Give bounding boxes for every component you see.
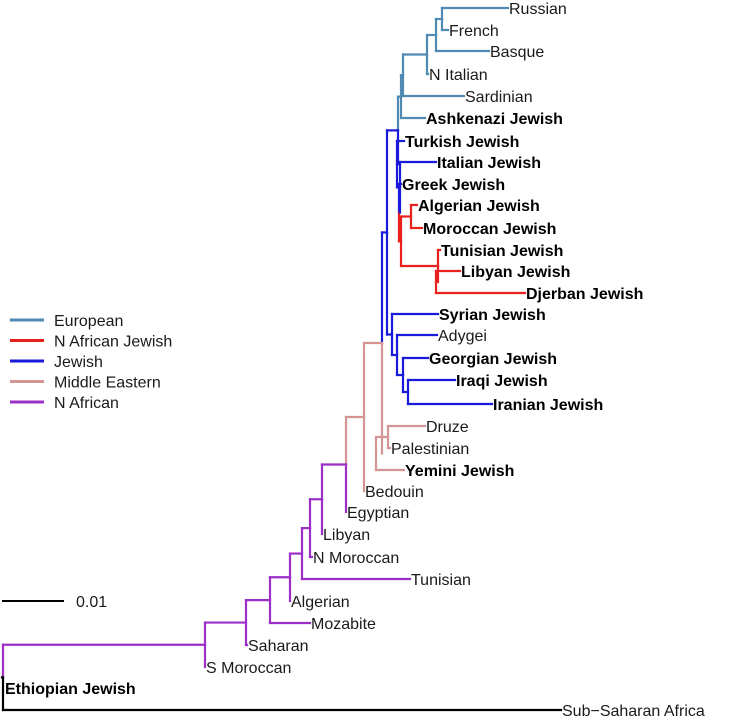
taxon-label: Adygei [438,328,487,345]
taxon-label: Druze [426,419,469,436]
taxon-label: Libyan [323,527,370,544]
taxon-label: Mozabite [311,616,376,633]
taxon-label: Algerian Jewish [418,198,540,215]
scale-bar-label: 0.01 [76,594,107,611]
taxon-label: Georgian Jewish [429,351,557,368]
taxon-label: Saharan [248,638,309,655]
taxon-label: Moroccan Jewish [423,221,556,238]
legend-label-jewish: Jewish [54,354,103,371]
legend-label-european: European [54,313,123,330]
legend-label-nafjew: N African Jewish [54,334,172,351]
tree-branches [0,6,563,712]
taxon-label: Italian Jewish [437,155,541,172]
legend: European N African Jewish Jewish Middle Eas… [10,313,172,412]
taxon-label: N Moroccan [313,550,399,567]
taxon-label: Yemini Jewish [405,463,514,480]
taxon-label: Tunisian Jewish [441,243,563,260]
taxon-label: Libyan Jewish [461,264,570,281]
taxon-label: Algerian [291,594,350,611]
taxon-label: N Italian [429,67,488,84]
taxon-label: Sardinian [465,89,533,106]
legend-label-mideast: Middle Eastern [54,375,161,392]
taxon-label: Palestinian [391,441,469,458]
taxon-label: Egyptian [347,505,409,522]
taxon-label: Basque [490,44,544,61]
taxon-label: Tunisian [411,572,471,589]
taxon-label: Ashkenazi Jewish [426,111,563,128]
taxon-label: Sub−Saharan Africa [562,703,705,720]
taxon-label: Bedouin [365,484,424,501]
taxon-label: Iraqi Jewish [456,373,548,390]
taxon-label: Turkish Jewish [405,134,519,151]
taxon-label: French [449,23,499,40]
taxon-label: Russian [509,1,567,18]
taxon-label: Djerban Jewish [526,286,643,303]
taxon-label: Ethiopian Jewish [5,681,136,698]
taxon-label: Iranian Jewish [493,397,603,414]
scale-bar: 0.01 [2,594,107,611]
taxon-label: Greek Jewish [402,177,505,194]
legend-label-nafrican: N African [54,395,119,412]
taxon-label: Syrian Jewish [439,307,546,324]
taxon-label: S Moroccan [206,660,291,677]
